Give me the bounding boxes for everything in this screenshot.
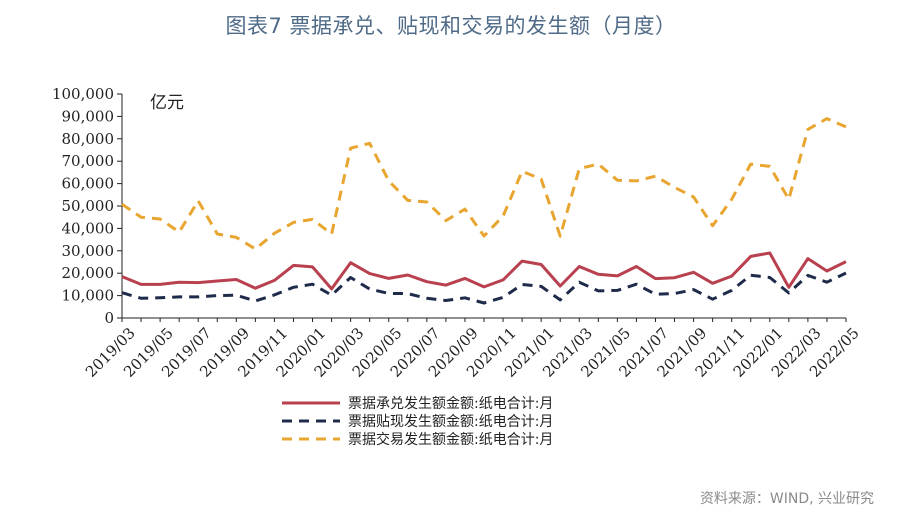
y-tick-label: 50,000	[62, 197, 115, 215]
y-tick-label: 20,000	[62, 264, 115, 282]
series-lines	[121, 117, 847, 305]
legend-label-3: 票据交易发生额金额:纸电合计:月	[348, 431, 553, 448]
legend: 票据承兑发生额金额:纸电合计:月票据贴现发生额金额:纸电合计:月票据交易发生额金…	[282, 396, 553, 448]
axes	[117, 93, 847, 322]
source-note: 资料来源：WIND, 兴业研究	[699, 491, 874, 507]
y-tick-label: 40,000	[62, 219, 115, 237]
series-line-3	[121, 117, 847, 251]
legend-label-2: 票据贴现发生额金额:纸电合计:月	[348, 414, 553, 430]
y-tick-label: 80,000	[62, 130, 115, 148]
y-tick-label: 90,000	[62, 107, 115, 125]
series-line-1	[121, 251, 847, 291]
y-tick-label: 70,000	[62, 152, 115, 170]
legend-label-1: 票据承兑发生额金额:纸电合计:月	[348, 396, 553, 412]
y-tick-labels: 0 10,000 20,000 30,000 40,000 50,000 60,000 70,…	[52, 85, 114, 327]
unit-label: 亿元	[150, 93, 184, 113]
y-tick-label: 60,000	[62, 175, 115, 193]
chart-title: 图表7 票据承兑、贴现和交易的发生额（月度）	[225, 14, 677, 38]
y-tick-label: 100,000	[52, 85, 114, 103]
y-tick-label: 10,000	[62, 287, 115, 305]
x-tick-labels: 2019/032019/052019/072019/092019/112020/…	[82, 324, 863, 381]
series-line-2	[121, 271, 847, 305]
y-tick-label: 30,000	[62, 242, 115, 260]
y-tick-label: 0	[104, 309, 114, 327]
